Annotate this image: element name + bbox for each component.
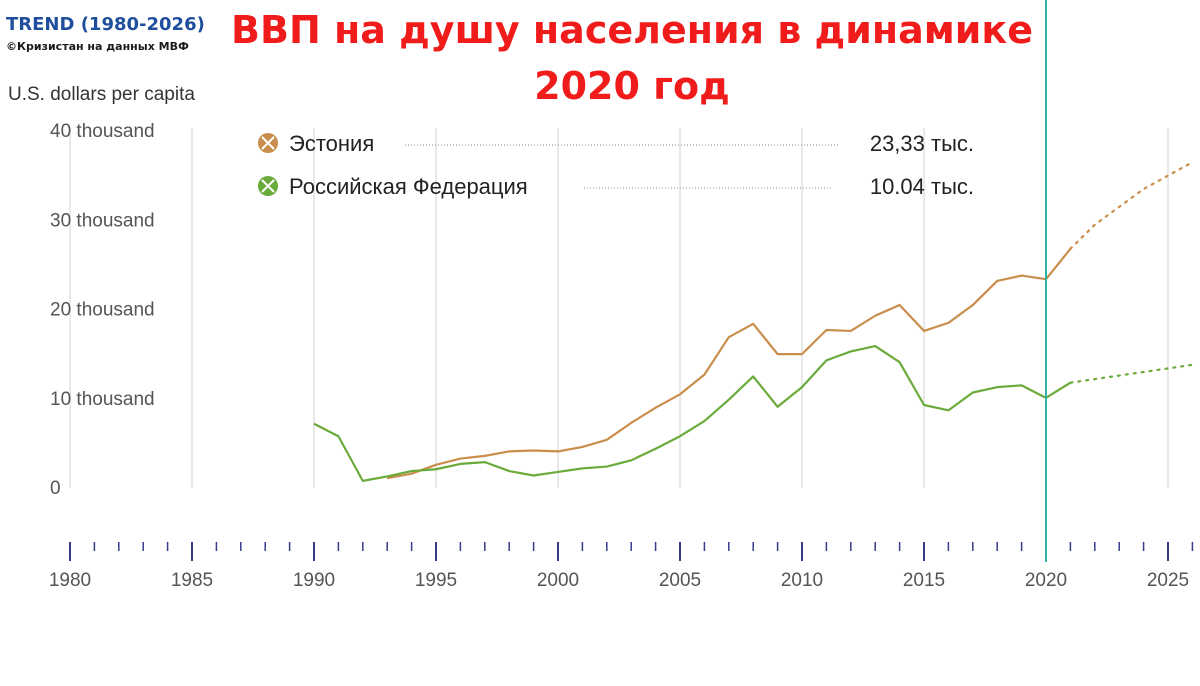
x-tick-label: 2020 bbox=[1025, 570, 1067, 591]
x-tick-label: 2000 bbox=[537, 570, 579, 591]
trend-title: TREND (1980-2026) bbox=[6, 14, 205, 35]
series-line-estonia bbox=[387, 248, 1072, 480]
x-tick-label: 1990 bbox=[293, 570, 335, 591]
y-tick-label: 0 bbox=[50, 478, 61, 499]
projection-line-russia bbox=[1069, 363, 1194, 384]
x-tick-label: 2015 bbox=[903, 570, 945, 591]
x-axis: 1980 1985 1990 1995 2000 2005 2010 2015 2020 2025 bbox=[49, 542, 1194, 591]
x-tick-label: 1985 bbox=[171, 570, 213, 591]
legend-series-value: 10.04 тыс. bbox=[870, 174, 974, 199]
x-tick-label: 2010 bbox=[781, 570, 823, 591]
y-axis: 0 10 thousand 20 thousand 30 thousand 40 tho… bbox=[50, 121, 155, 499]
y-tick-label: 10 thousand bbox=[50, 389, 155, 410]
legend-cross-icon bbox=[261, 179, 275, 193]
y-tick-label: 40 thousand bbox=[50, 121, 155, 142]
projection-line-estonia bbox=[1069, 161, 1194, 250]
grid bbox=[69, 128, 1169, 488]
x-tick-label: 2025 bbox=[1147, 570, 1189, 591]
legend-series-value: 23,33 тыс. bbox=[870, 131, 974, 156]
x-tick-label: 1995 bbox=[415, 570, 457, 591]
legend: Эстония 23,33 тыс. Российская Федерация 10.… bbox=[258, 131, 974, 199]
x-tick-label: 1980 bbox=[49, 570, 91, 591]
x-tick-label: 2005 bbox=[659, 570, 701, 591]
series-line-russia bbox=[313, 344, 1071, 482]
y-axis-label: U.S. dollars per capita bbox=[8, 84, 195, 105]
y-tick-label: 30 thousand bbox=[50, 210, 155, 231]
source-note: ©Кризистан на данных МВФ bbox=[6, 40, 189, 53]
legend-cross-icon bbox=[261, 136, 275, 150]
legend-series-name: Российская Федерация bbox=[289, 174, 528, 199]
chart-title: ВВП на душу населения в динамике 2020 го… bbox=[231, 8, 1033, 108]
legend-series-name: Эстония bbox=[289, 131, 374, 156]
y-tick-label: 20 thousand bbox=[50, 300, 155, 321]
series-group bbox=[313, 161, 1194, 482]
